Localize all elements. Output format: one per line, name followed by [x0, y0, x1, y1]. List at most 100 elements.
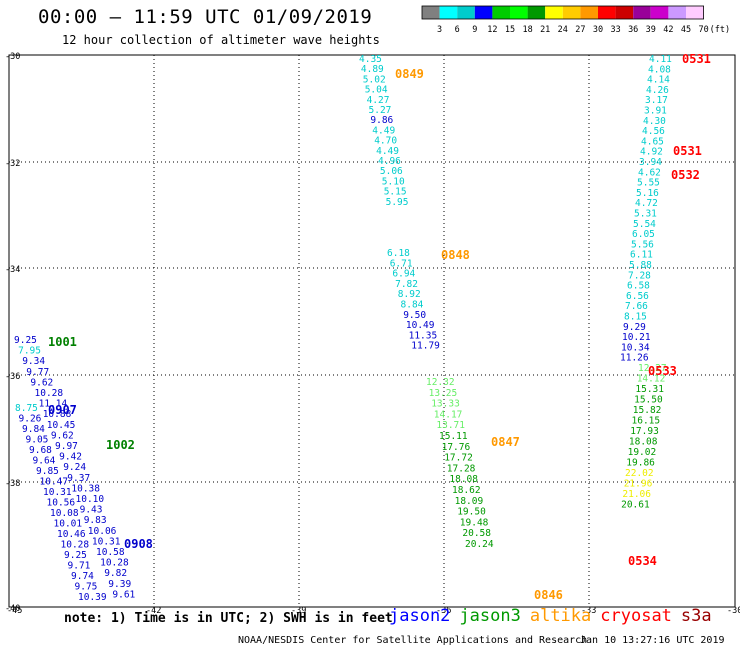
wave-height-value: 22.02: [625, 468, 654, 479]
color-scale-label: 70: [698, 25, 708, 35]
wave-height-value: 4.92: [640, 147, 663, 158]
legend-s3a: s3a: [680, 606, 712, 626]
wave-height-value: 10.01: [54, 519, 83, 530]
pass-time-label: 0533: [648, 364, 677, 378]
longitude-label: -33: [581, 606, 596, 616]
legend-cryosat: cryosat: [600, 606, 672, 626]
wave-height-value: 9.62: [30, 377, 53, 388]
color-scale-label: 12: [487, 25, 497, 35]
wave-height-value: 4.26: [646, 85, 669, 96]
color-swatch: [510, 6, 528, 19]
wave-height-value: 4.70: [374, 136, 397, 147]
wave-height-value: 10.58: [96, 547, 125, 558]
color-swatch: [474, 6, 493, 19]
pass-time-label: 0534: [628, 554, 657, 568]
wave-height-value: 13.71: [436, 420, 465, 431]
wave-height-value: 5.54: [633, 219, 656, 230]
latitude-label: -36: [5, 372, 20, 382]
latitude-label: -30: [5, 52, 20, 62]
track-cryosat: 0532: [671, 168, 700, 182]
wave-height-value: 10.38: [71, 483, 100, 494]
wave-height-value: 9.37: [67, 473, 90, 484]
pass-time-label: 0846: [534, 588, 563, 602]
wave-height-value: 7.28: [628, 270, 651, 281]
wave-height-value: 4.96: [378, 156, 401, 167]
latitude-label: -32: [5, 159, 20, 169]
pass-time-label: 1001: [48, 335, 77, 349]
wave-height-value: 6.58: [627, 281, 650, 292]
color-swatch: [686, 6, 704, 19]
wave-height-value: 15.50: [634, 395, 663, 406]
wave-height-value: 4.65: [641, 136, 664, 147]
track-cryosat: 0531: [673, 144, 702, 158]
wave-height-value: 10.28: [35, 388, 64, 399]
axis-labels: -30 -32 -34 -36 -38 -40-45 -42 -39 -36 -33 -30: [5, 52, 740, 616]
track-altika: 0846: [534, 588, 563, 602]
wave-height-value: 12.27: [638, 363, 667, 374]
wave-height-value: 4.30: [643, 116, 666, 127]
wave-height-value: 9.39: [108, 579, 131, 590]
wave-height-value: 10.28: [61, 540, 90, 551]
color-scale-label: 30: [593, 25, 603, 35]
wave-height-value: 3.17: [645, 95, 668, 106]
wave-height-value: 4.08: [648, 64, 671, 75]
wave-height-value: 5.95: [386, 197, 409, 208]
wave-height-value: 11.26: [620, 353, 649, 364]
wave-height-value: 4.27: [367, 95, 390, 106]
wave-height-value: 10.08: [50, 508, 79, 519]
pass-time-label: 0531: [673, 144, 702, 158]
wave-height-value: 9.85: [36, 466, 59, 477]
wave-height-value: 21.06: [622, 489, 651, 500]
wave-height-value: 9.24: [63, 462, 86, 473]
color-swatch: [580, 6, 598, 19]
pass-time-label: 0532: [671, 168, 700, 182]
wave-height-value: 5.16: [636, 188, 659, 199]
track-altika: 6.186.716.947.828.928.849.5010.4911.3511…: [387, 248, 470, 352]
wave-height-value: 5.56: [631, 239, 654, 250]
color-scale-label: 9: [472, 25, 477, 35]
wave-height-value: 9.86: [370, 115, 393, 126]
wave-height-value: 6.05: [632, 229, 655, 240]
wave-height-value: 9.77: [26, 367, 49, 378]
wave-height-value: 16.15: [632, 416, 661, 427]
wave-height-value: 19.86: [626, 458, 655, 469]
wave-height-value: 4.72: [635, 198, 658, 209]
wave-height-value: 10.45: [47, 420, 76, 431]
generated-timestamp: Jan 10 13:27:16 UTC 2019: [580, 635, 725, 646]
wave-height-value: 9.42: [59, 452, 82, 463]
wave-height-value: 8.75: [15, 403, 38, 414]
wave-height-value: 9.34: [22, 356, 45, 367]
color-swatch: [562, 6, 581, 19]
wave-height-value: 6.18: [387, 248, 410, 259]
color-scale-label: 45: [681, 25, 691, 35]
wave-height-value: 3.94: [639, 157, 662, 168]
wave-height-value: 8.15: [624, 312, 647, 323]
satellite-tracks: 9.257.959.349.779.6210.2811.1410.8810.45…: [14, 52, 711, 603]
color-scale-label: 24: [558, 25, 568, 35]
wave-height-value: 18.09: [455, 496, 484, 507]
wave-height-value: 18.08: [629, 437, 658, 448]
track-jason2: 8.759.269.849.059.689.649.8510.4710.3110…: [15, 403, 107, 603]
pass-time-label: 0847: [491, 435, 520, 449]
wave-height-value: 9.61: [112, 589, 135, 600]
map-subtitle: 12 hour collection of altimeter wave hei…: [62, 33, 380, 47]
wave-height-value: 6.56: [626, 291, 649, 302]
wave-height-value: 5.31: [634, 209, 657, 220]
color-scale-label: 33: [610, 25, 620, 35]
wave-height-value: 9.97: [55, 441, 78, 452]
color-swatch: [422, 6, 440, 19]
color-scale-label: 6: [455, 25, 460, 35]
wave-height-value: 5.88: [629, 260, 652, 271]
color-swatch: [615, 6, 634, 19]
wave-height-value: 7.82: [395, 279, 418, 290]
color-scale-label: 39: [646, 25, 656, 35]
wave-height-value: 18.08: [449, 474, 478, 485]
wave-height-value: 17.76: [442, 442, 471, 453]
wave-height-value: 4.62: [638, 167, 661, 178]
wave-height-value: 14.17: [434, 409, 463, 420]
wave-height-value: 19.48: [460, 517, 489, 528]
wave-height-value: 5.15: [384, 187, 407, 198]
wave-height-value: 4.56: [642, 126, 665, 137]
wave-height-value: 10.34: [621, 342, 650, 353]
